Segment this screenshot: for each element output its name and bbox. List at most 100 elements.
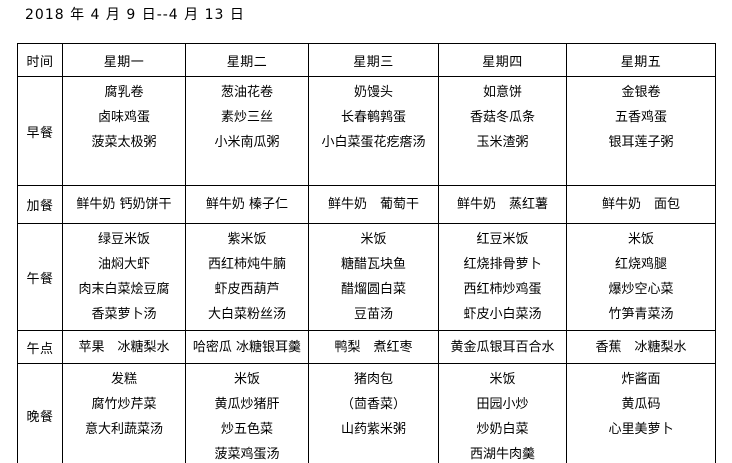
menu-item: 腐乳卷 (104, 85, 144, 100)
menu-cell: 鲜牛奶 葡萄干 (308, 185, 439, 224)
menu-item: 绿豆米饭 (97, 232, 150, 247)
menu-cell: 葱油花卷素炒三丝小米南瓜粥 (185, 76, 309, 186)
menu-item: 菠菜太极粥 (91, 135, 157, 150)
meal-row-label: 加餐 (17, 185, 63, 224)
menu-item: 黄瓜码 (621, 397, 661, 412)
menu-item: 米饭 (360, 232, 387, 247)
menu-cell: 如意饼香菇冬瓜条玉米渣粥 (438, 76, 567, 186)
menu-cell: 红豆米饭红烧排骨萝卜 西红柿炒鸡蛋 虾皮小白菜汤 (438, 223, 567, 331)
menu-item: 大白菜粉丝汤 (207, 307, 286, 322)
menu-item: 炒奶白菜 (476, 422, 529, 437)
menu-item: 爆炒空心菜 (608, 282, 674, 297)
menu-cell: 鲜牛奶 面包 (566, 185, 716, 224)
menu-item: 五香鸡蛋 (614, 110, 667, 125)
meal-row-3: 午点 苹果 冰糖梨水 哈密瓜 冰糖银耳羹 鸭梨 煮红枣 黄金瓜银耳百合水 香蕉 冰糖梨水 (17, 330, 716, 364)
menu-cell: 鲜牛奶 蒸红薯 (438, 185, 567, 224)
meal-row-label: 午点 (17, 330, 63, 364)
menu-item: （茴香菜） (340, 397, 406, 412)
menu-item: 香菇冬瓜条 (469, 110, 535, 125)
header-day-5: 星期五 (566, 43, 716, 77)
menu-item: 糖醋瓦块鱼 (340, 257, 406, 272)
menu-item: 米饭 (489, 372, 516, 387)
menu-item: 小米南瓜粥 (214, 135, 280, 150)
menu-table-head-row: 时间 星期一 星期二 星期三 星期四 星期五 (17, 43, 716, 77)
date-range-title: 2018 年 4 月 9 日--4 月 13 日 (25, 7, 245, 23)
menu-cell: 米饭田园小炒炒奶白菜西湖牛肉羹 (438, 363, 567, 463)
menu-item: 紫米饭 (227, 232, 267, 247)
menu-item: 小白菜蛋花疙瘩汤 (321, 135, 426, 150)
menu-item: 哈密瓜 冰糖银耳羹 (192, 339, 302, 355)
menu-cell: 紫米饭西红柿炖牛腩 虾皮西葫芦大白菜粉丝汤 (185, 223, 309, 331)
menu-item: 西红柿炒鸡蛋 (463, 282, 542, 297)
menu-item: 银耳莲子粥 (608, 135, 674, 150)
menu-item: 黄金瓜银耳百合水 (450, 339, 555, 355)
menu-item: 竹笋青菜汤 (608, 307, 674, 322)
menu-item: 发糕 (110, 372, 137, 387)
menu-cell: 绿豆米饭 油焖大虾 肉末白菜烩豆腐 香菜萝卜汤 (62, 223, 186, 331)
header-day-1: 星期一 (62, 43, 186, 77)
menu-item: 玉米渣粥 (476, 135, 529, 150)
menu-cell: 黄金瓜银耳百合水 (438, 330, 567, 364)
menu-item: 虾皮西葫芦 (214, 282, 280, 297)
menu-item: 山药紫米粥 (340, 422, 406, 437)
meal-row-label: 午餐 (17, 223, 63, 331)
menu-item: 意大利蔬菜汤 (84, 422, 163, 437)
header-day-3: 星期三 (308, 43, 439, 77)
menu-cell: 猪肉包 （茴香菜） 山药紫米粥 (308, 363, 439, 463)
menu-item: 如意饼 (482, 85, 522, 100)
header-day-2: 星期二 (185, 43, 309, 77)
menu-cell: 鲜牛奶 钙奶饼干 (62, 185, 186, 224)
menu-item: 鲜牛奶 葡萄干 (327, 197, 419, 212)
weekly-menu-table: 时间 星期一 星期二 星期三 星期四 星期五 早餐 腐乳卷 卤味鸡蛋 菠菜太极粥 葱油花卷 素炒三丝… (17, 43, 716, 463)
menu-item: 米饭 (627, 232, 654, 247)
menu-item: 醋熘圆白菜 (340, 282, 406, 297)
menu-item: 红烧鸡腿 (614, 257, 667, 272)
menu-cell: 苹果 冰糖梨水 (62, 330, 186, 364)
header-day-4: 星期四 (438, 43, 567, 77)
menu-item: 腐竹炒芹菜 (91, 397, 157, 412)
menu-cell: 鸭梨 煮红枣 (308, 330, 439, 364)
menu-cell: 发糕腐竹炒芹菜意大利蔬菜汤 (62, 363, 186, 463)
menu-item: 红烧排骨萝卜 (463, 257, 542, 272)
menu-item: 西红柿炖牛腩 (207, 257, 286, 272)
menu-cell: 米饭糖醋瓦块鱼醋熘圆白菜豆苗汤 (308, 223, 439, 331)
menu-item: 猪肉包 (353, 372, 393, 387)
menu-cell: 奶馒头长春鹌鹑蛋小白菜蛋花疙瘩汤 (308, 76, 439, 186)
meal-row-label: 晚餐 (17, 363, 63, 463)
menu-cell: 米饭 黄瓜炒猪肝 炒五色菜 菠菜鸡蛋汤 (185, 363, 309, 463)
menu-item: 虾皮小白菜汤 (463, 307, 542, 322)
menu-item: 鲜牛奶 面包 (601, 197, 680, 212)
menu-table-body: 早餐 腐乳卷 卤味鸡蛋 菠菜太极粥 葱油花卷 素炒三丝 小米南瓜粥 奶馒头 长春鹌鹑蛋 小白菜蛋花… (17, 76, 716, 463)
menu-item: 鲜牛奶 榛子仁 (205, 197, 289, 212)
meal-row-4: 晚餐 发糕 腐竹炒芹菜 意大利蔬菜汤 米饭 黄瓜炒猪肝 炒五色菜 菠菜鸡蛋汤 猪肉包 （茴香菜）山… (17, 363, 716, 463)
header-time: 时间 (17, 43, 63, 77)
menu-item: 豆苗汤 (353, 307, 393, 322)
menu-cell: 鲜牛奶 榛子仁 (185, 185, 309, 224)
menu-item: 奶馒头 (353, 85, 393, 100)
menu-item: 长春鹌鹑蛋 (340, 110, 406, 125)
menu-item: 米饭 (233, 372, 260, 387)
meal-row-1: 加餐 鲜牛奶 钙奶饼干 鲜牛奶 榛子仁 鲜牛奶 葡萄干 鲜牛奶 蒸红薯 鲜牛奶 面包 (17, 185, 716, 224)
meal-row-label: 早餐 (17, 76, 63, 186)
menu-item: 炸酱面 (621, 372, 661, 387)
menu-item: 西湖牛肉羹 (469, 447, 535, 462)
menu-cell: 腐乳卷卤味鸡蛋菠菜太极粥 (62, 76, 186, 186)
menu-item: 卤味鸡蛋 (97, 110, 150, 125)
menu-item: 炒五色菜 (220, 422, 273, 437)
menu-cell: 哈密瓜 冰糖银耳羹 (185, 330, 309, 364)
menu-item: 葱油花卷 (220, 85, 273, 100)
menu-cell: 金银卷五香鸡蛋银耳莲子粥 (566, 76, 716, 186)
menu-item: 金银卷 (621, 85, 661, 100)
menu-cell: 米饭红烧鸡腿爆炒空心菜竹笋青菜汤 (566, 223, 716, 331)
menu-item: 鲜牛奶 钙奶饼干 (76, 197, 172, 212)
menu-item: 红豆米饭 (476, 232, 529, 247)
menu-item: 田园小炒 (476, 397, 529, 412)
menu-item: 香蕉 冰糖梨水 (595, 339, 687, 355)
menu-item: 鲜牛奶 蒸红薯 (456, 197, 548, 212)
menu-item: 香菜萝卜汤 (91, 307, 157, 322)
menu-item: 素炒三丝 (220, 110, 273, 125)
menu-item: 鸭梨 煮红枣 (334, 339, 413, 355)
menu-item: 黄瓜炒猪肝 (214, 397, 280, 412)
menu-item: 苹果 冰糖梨水 (78, 339, 170, 355)
